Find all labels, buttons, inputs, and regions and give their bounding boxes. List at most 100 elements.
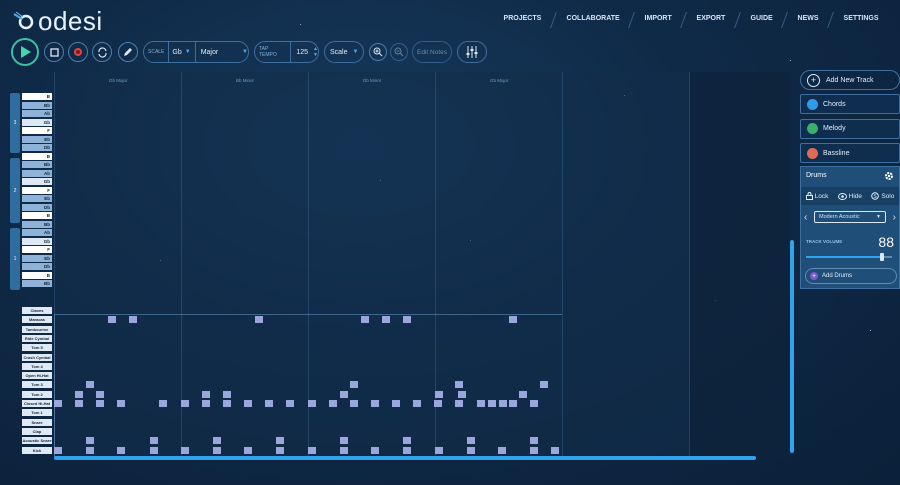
track-item[interactable]: Chords — [800, 94, 900, 114]
hide-button[interactable]: Hide — [837, 192, 862, 200]
piano-key[interactable]: B — [22, 93, 52, 100]
nav-news[interactable]: NEWS — [781, 12, 833, 28]
drum-note[interactable] — [340, 447, 348, 454]
drum-kit-label[interactable]: Tom 2 — [22, 391, 52, 398]
track-volume-slider[interactable] — [806, 253, 892, 261]
zoom-out-button[interactable] — [390, 43, 408, 61]
drum-kit-label[interactable]: Tom 1 — [22, 409, 52, 416]
drum-note[interactable] — [213, 447, 221, 454]
drum-kit-label[interactable]: Crash Cymbal — [22, 354, 52, 361]
nav-collaborate[interactable]: COLLABORATE — [549, 12, 634, 28]
drum-note[interactable] — [96, 400, 104, 407]
drum-note[interactable] — [340, 391, 348, 398]
drum-note[interactable] — [202, 400, 210, 407]
note-grid[interactable]: Gb Major Bb Minor Db Minor Gb Major — [54, 72, 690, 458]
drum-note[interactable] — [509, 316, 517, 323]
drum-kit-label[interactable]: Claves — [22, 307, 52, 314]
piano-key[interactable]: Gb — [22, 238, 52, 245]
drum-note[interactable] — [403, 437, 411, 444]
horizontal-scrollbar[interactable] — [54, 456, 756, 460]
piano-key[interactable]: Db — [22, 144, 52, 151]
piano-key[interactable]: Eb — [22, 255, 52, 262]
drum-note[interactable] — [477, 400, 485, 407]
scale-button[interactable]: Scale ▼ — [324, 41, 364, 63]
piano-key[interactable]: Gb — [22, 119, 52, 126]
drum-note[interactable] — [458, 391, 466, 398]
nav-import[interactable]: IMPORT — [627, 12, 686, 28]
drum-note[interactable] — [350, 400, 358, 407]
piano-key[interactable]: F — [22, 187, 52, 194]
tap-tempo-button[interactable]: TAP TEMPO — [259, 46, 277, 58]
drum-note[interactable] — [488, 400, 496, 407]
piano-key[interactable]: B — [22, 212, 52, 219]
drum-note[interactable] — [54, 447, 62, 454]
piano-key[interactable]: Ab — [22, 229, 52, 236]
drum-note[interactable] — [498, 447, 506, 454]
record-button[interactable] — [68, 42, 88, 62]
drum-note[interactable] — [540, 381, 548, 388]
drum-kit-label[interactable]: Tom 4 — [22, 363, 52, 370]
drum-note[interactable] — [129, 316, 137, 323]
drum-note[interactable] — [117, 400, 125, 407]
drum-note[interactable] — [213, 437, 221, 444]
drum-pattern-area[interactable] — [54, 314, 562, 458]
loop-button[interactable] — [92, 42, 112, 62]
drum-note[interactable] — [54, 400, 62, 407]
drum-note[interactable] — [223, 391, 231, 398]
piano-key[interactable]: Eb — [22, 195, 52, 202]
drum-kit-label[interactable]: Closed Hi-Hat — [22, 400, 52, 407]
zoom-in-button[interactable] — [369, 43, 387, 61]
piano-key[interactable]: F — [22, 246, 52, 253]
drum-note[interactable] — [551, 447, 559, 454]
drum-note[interactable] — [519, 391, 527, 398]
next-kit-icon[interactable]: › — [892, 211, 896, 223]
track-item[interactable]: Bassline — [800, 143, 900, 163]
drum-note[interactable] — [255, 316, 263, 323]
tempo-stepper-icon[interactable]: ▲ ▼ — [313, 46, 318, 58]
drum-note[interactable] — [340, 437, 348, 444]
drum-note[interactable] — [96, 391, 104, 398]
drum-note[interactable] — [435, 391, 443, 398]
drum-note[interactable] — [455, 381, 463, 388]
drum-note[interactable] — [403, 316, 411, 323]
track-item[interactable]: Melody — [800, 118, 900, 139]
drum-note[interactable] — [117, 447, 125, 454]
key-chevron-down-icon[interactable]: ▼ — [184, 49, 191, 55]
drum-note[interactable] — [75, 400, 83, 407]
gear-icon[interactable] — [884, 171, 894, 181]
piano-key[interactable]: Ab — [22, 170, 52, 177]
piano-key[interactable]: F — [22, 127, 52, 134]
drum-kit-label[interactable]: Ride Cymbal — [22, 335, 52, 342]
nav-settings[interactable]: SETTINGS — [827, 12, 893, 28]
drum-note[interactable] — [181, 447, 189, 454]
drum-note[interactable] — [434, 400, 442, 407]
drum-note[interactable] — [329, 400, 337, 407]
drum-kit-label[interactable]: Tom 5 — [22, 344, 52, 351]
app-logo[interactable]: odesi — [12, 6, 103, 36]
drum-note[interactable] — [108, 316, 116, 323]
mode-chevron-down-icon[interactable]: ▼ — [242, 49, 248, 55]
piano-key[interactable]: Bb — [22, 161, 52, 168]
key-select[interactable]: Gb — [172, 48, 182, 56]
piano-key[interactable]: Ab — [22, 110, 52, 117]
drum-kit-label[interactable]: Clap — [22, 428, 52, 435]
drum-note[interactable] — [286, 400, 294, 407]
drum-note[interactable] — [276, 447, 284, 454]
mixer-button[interactable] — [457, 41, 487, 63]
edit-notes-button[interactable]: Edit Notes — [412, 41, 452, 63]
drum-kit-label[interactable]: Open Hi-Hat — [22, 372, 52, 379]
drum-note[interactable] — [350, 381, 358, 388]
drum-note[interactable] — [530, 400, 538, 407]
drum-note[interactable] — [265, 400, 273, 407]
drum-note[interactable] — [467, 447, 475, 454]
drum-note[interactable] — [308, 447, 316, 454]
nav-projects[interactable]: PROJECTS — [503, 15, 542, 22]
drum-kit-label[interactable]: Maracas — [22, 316, 52, 323]
piano-key[interactable]: Db — [22, 263, 52, 270]
track-volume-thumb[interactable] — [880, 253, 884, 261]
add-drums-button[interactable]: + Add Drums — [805, 268, 897, 284]
drum-note[interactable] — [86, 447, 94, 454]
drum-note[interactable] — [413, 400, 421, 407]
drum-note[interactable] — [361, 316, 369, 323]
drum-kit-label[interactable]: Tom 3 — [22, 381, 52, 388]
